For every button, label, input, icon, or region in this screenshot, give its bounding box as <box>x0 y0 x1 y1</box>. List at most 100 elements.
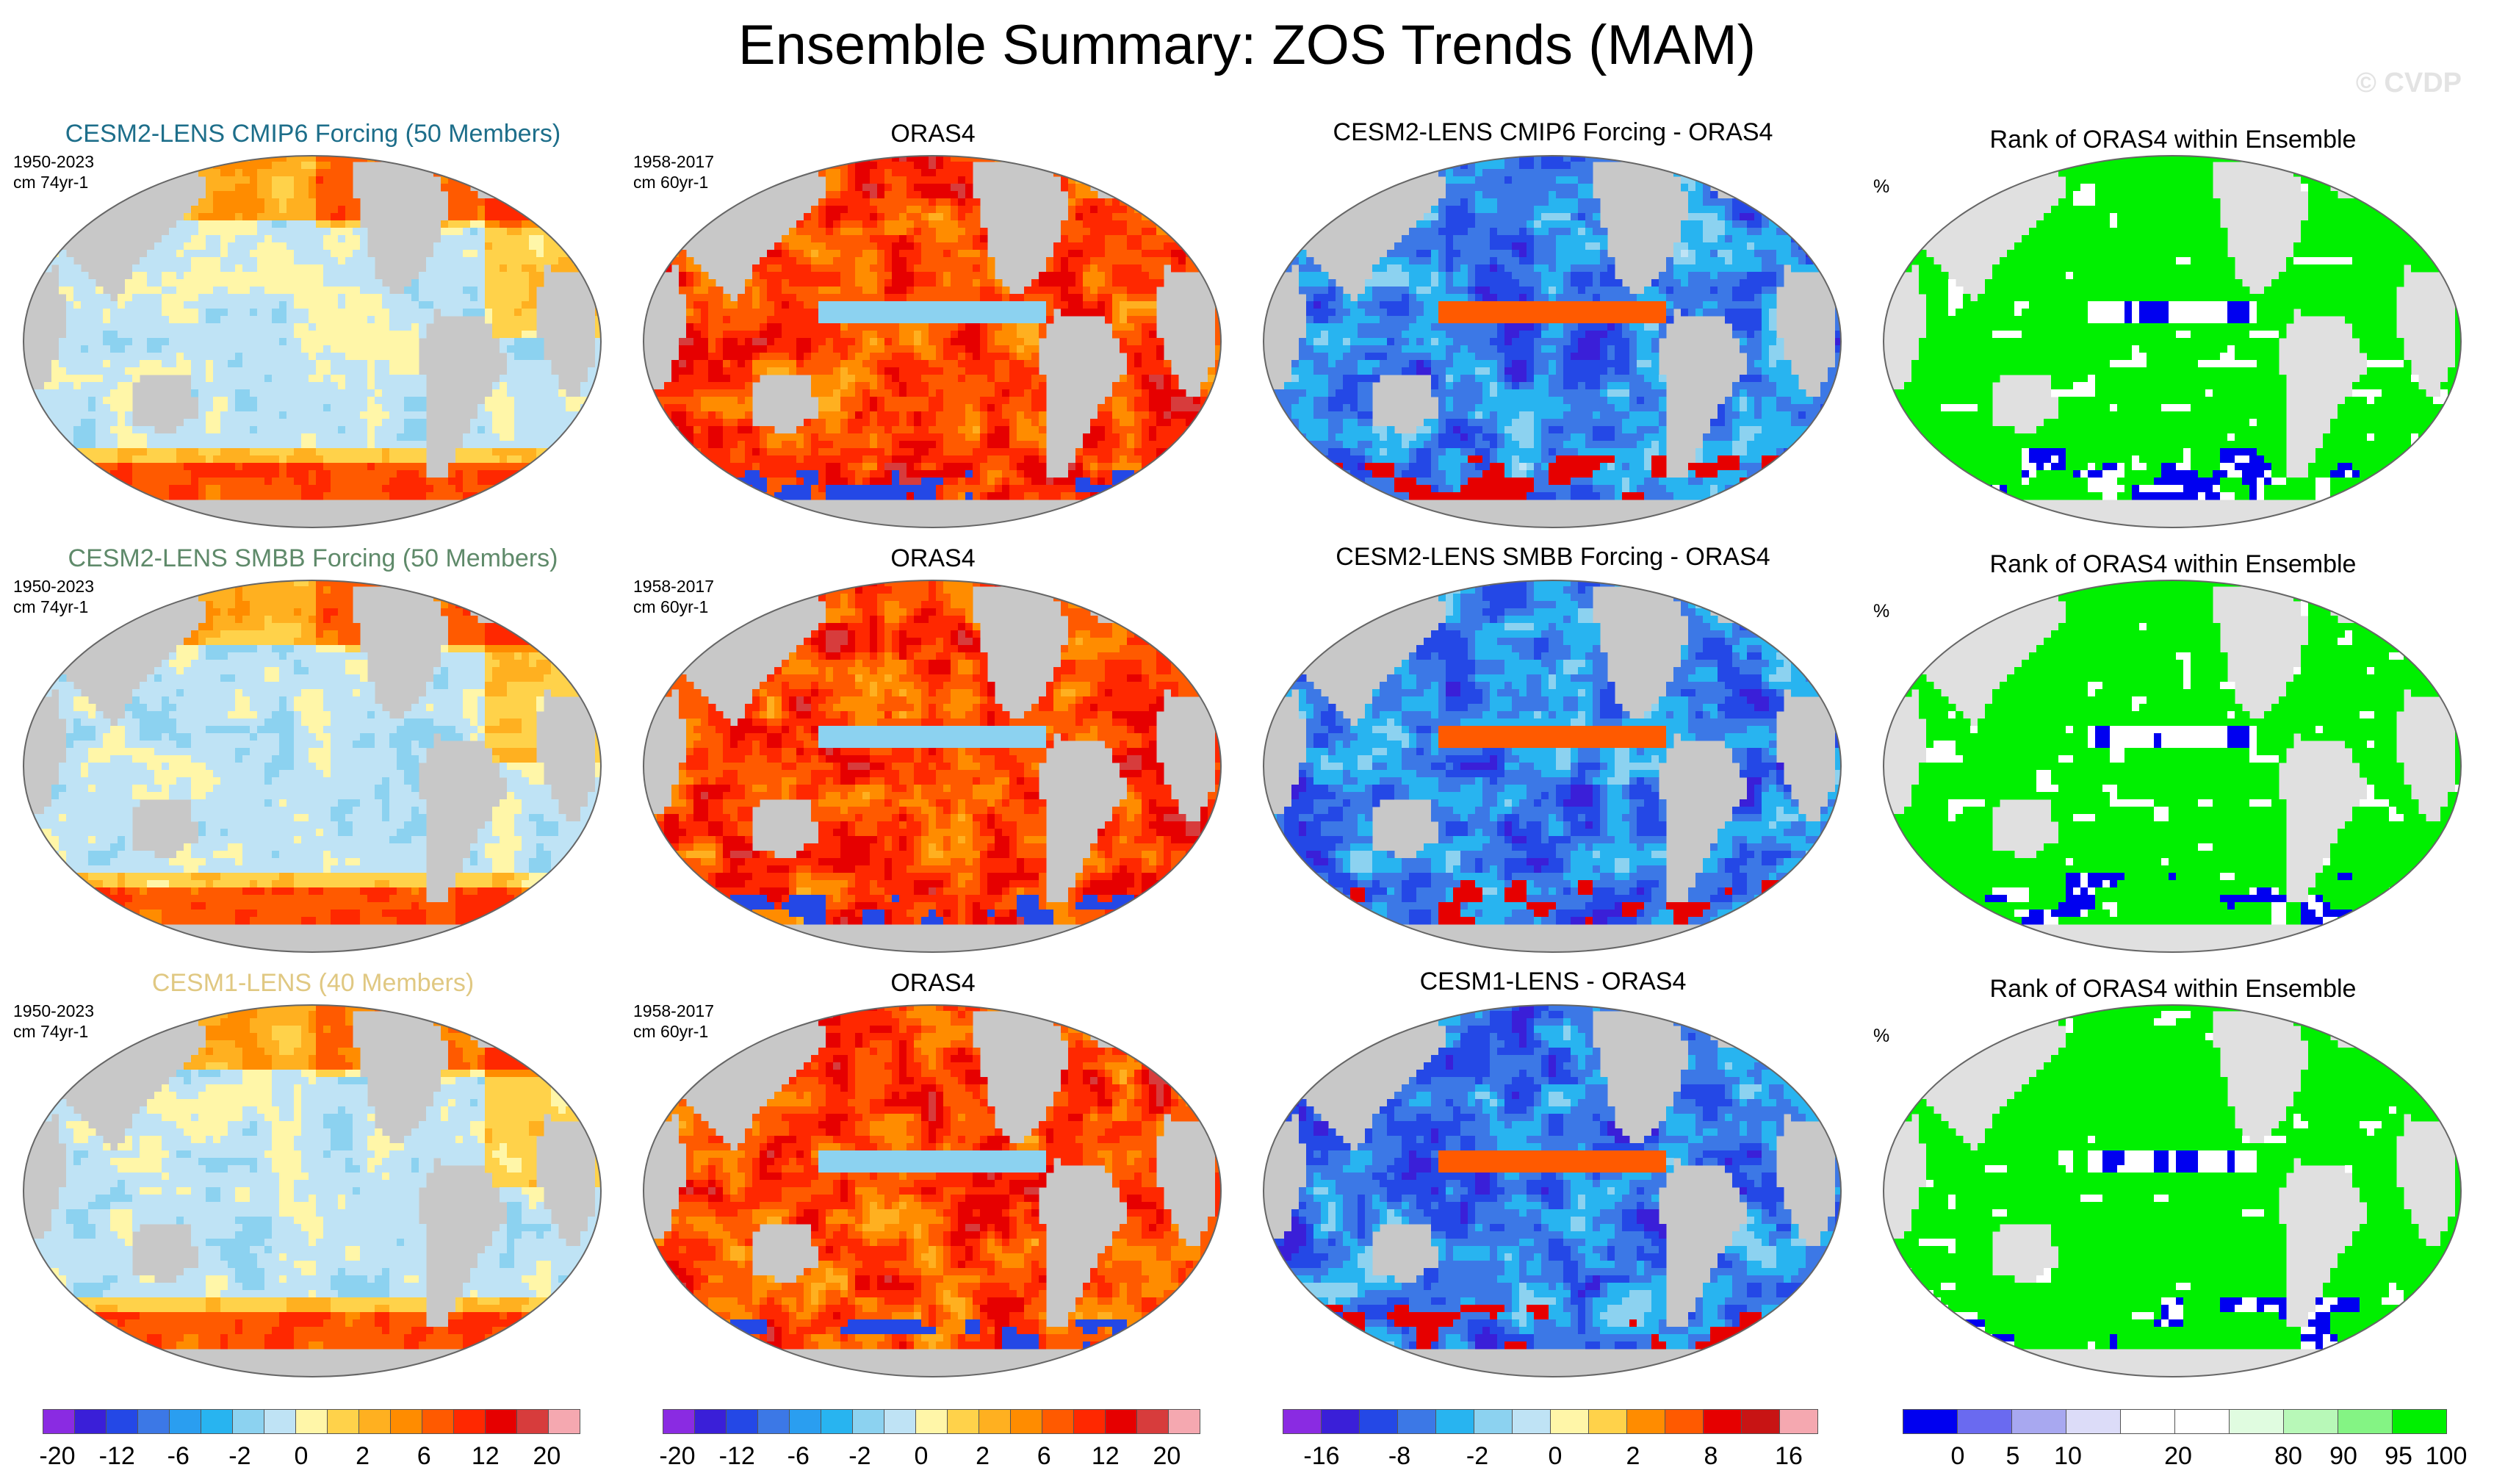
map-panel: CESM2-LENS CMIP6 Forcing - ORAS4 <box>1252 118 1854 544</box>
period-units-label: 1958-2017 cm 60yr-1 <box>633 1001 714 1042</box>
map-field <box>1884 580 2461 952</box>
robinson-map <box>643 1004 1222 1377</box>
map-panel: Rank of ORAS4 within Ensemble% <box>1872 967 2474 1393</box>
colorbar-swatch <box>453 1409 486 1434</box>
robinson-map <box>1883 580 2462 953</box>
panel-title: Rank of ORAS4 within Ensemble <box>1872 123 2474 156</box>
panel-title: Rank of ORAS4 within Ensemble <box>1872 548 2474 580</box>
units-label: cm 74yr-1 <box>13 597 94 617</box>
period-label: 1950-2023 <box>13 576 94 597</box>
colorbar-tick-label: -8 <box>1388 1441 1410 1471</box>
colorbar-tick-label: 100 <box>2426 1441 2468 1471</box>
colorbar-swatch <box>422 1409 454 1434</box>
colorbar-swatch <box>757 1409 790 1434</box>
colorbar-swatch <box>2392 1409 2447 1434</box>
map-field <box>24 156 601 527</box>
colorbar-swatch <box>1474 1409 1513 1434</box>
colorbar-swatch <box>169 1409 201 1434</box>
map-panel: CESM1-LENS (40 Members) 1950-2023 cm 74yr-… <box>12 967 614 1393</box>
map-outline <box>1883 155 2462 528</box>
colorbar-swatch <box>201 1409 233 1434</box>
colorbar-swatch <box>726 1409 758 1434</box>
colorbar-swatch <box>1903 1409 1958 1434</box>
colorbar-ens-mean: -20 -12 -6 -2 0 2 6 12 20 <box>39 1409 601 1475</box>
robinson-map <box>1883 155 2462 528</box>
map-field <box>24 580 601 952</box>
colorbar-swatch <box>947 1409 979 1434</box>
colorbar-swatch <box>1136 1409 1169 1434</box>
map-outline <box>643 155 1222 528</box>
colorbar-tick-label: 2 <box>356 1441 370 1471</box>
colorbar-swatch <box>2120 1409 2175 1434</box>
colorbar-swatch <box>232 1409 264 1434</box>
map-panel: ORAS4 1958-2017 cm 60yr-1 <box>632 118 1234 544</box>
map-field <box>1264 580 1841 952</box>
colorbar-tick-label: 12 <box>1092 1441 1120 1471</box>
colorbar-tick-label: -2 <box>1466 1441 1488 1471</box>
panel-title: CESM2-LENS SMBB Forcing (50 Members) <box>12 542 614 574</box>
period-units-label: 1950-2023 cm 74yr-1 <box>13 1001 94 1042</box>
colorbar-tick-label: -20 <box>659 1441 695 1471</box>
colorbar-swatch <box>915 1409 948 1434</box>
map-field <box>1264 1005 1841 1377</box>
map-outline <box>1883 1004 2462 1377</box>
map-panel: Rank of ORAS4 within Ensemble% <box>1872 542 2474 968</box>
colorbar-tick-label: 90 <box>2329 1441 2357 1471</box>
colorbar-tick-label: 95 <box>2385 1441 2412 1471</box>
colorbar-tick-label: 0 <box>1549 1441 1563 1471</box>
colorbar-swatch <box>516 1409 549 1434</box>
colorbar-swatch <box>1010 1409 1042 1434</box>
robinson-map <box>1263 1004 1842 1377</box>
period-units-label: 1958-2017 cm 60yr-1 <box>633 151 714 192</box>
units-label: cm 60yr-1 <box>633 597 714 617</box>
panel-title: Rank of ORAS4 within Ensemble <box>1872 973 2474 1005</box>
colorbar-tick-label: -6 <box>788 1441 810 1471</box>
colorbar-swatch <box>852 1409 884 1434</box>
colorbar-tick-label: 2 <box>1626 1441 1640 1471</box>
period-label: 1958-2017 <box>633 576 714 597</box>
colorbar-swatch <box>821 1409 853 1434</box>
map-field <box>24 1005 601 1377</box>
units-label: % <box>1873 601 1889 622</box>
period-label: 1958-2017 <box>633 151 714 172</box>
colorbar-swatch <box>2283 1409 2338 1434</box>
map-panel: ORAS4 1958-2017 cm 60yr-1 <box>632 967 1234 1393</box>
units-label: cm 60yr-1 <box>633 1021 714 1042</box>
robinson-map <box>1883 1004 2462 1377</box>
colorbar-tick-label: 0 <box>915 1441 929 1471</box>
colorbar-tick-label: -20 <box>39 1441 75 1471</box>
colorbar-swatch <box>2229 1409 2284 1434</box>
units-label: cm 74yr-1 <box>13 1021 94 1042</box>
colorbar-tick-label: 6 <box>1037 1441 1051 1471</box>
robinson-map <box>643 580 1222 953</box>
panel-title: CESM2-LENS CMIP6 Forcing (50 Members) <box>12 118 614 150</box>
colorbar-tick-label: 10 <box>2054 1441 2082 1471</box>
robinson-map <box>23 155 602 528</box>
map-field <box>644 1005 1221 1377</box>
colorbar-swatch <box>358 1409 391 1434</box>
colorbar-tick-label: 0 <box>1951 1441 1965 1471</box>
colorbar-swatch <box>1588 1409 1627 1434</box>
map-panel: CESM1-LENS - ORAS4 <box>1252 967 1854 1393</box>
panel-title: ORAS4 <box>632 542 1234 574</box>
map-outline <box>1263 1004 1842 1377</box>
colorbar-swatch <box>327 1409 359 1434</box>
colorbar-swatch <box>979 1409 1011 1434</box>
colorbar-swatches <box>663 1409 1200 1436</box>
colorbar-swatch <box>1042 1409 1074 1434</box>
colorbar-swatch <box>789 1409 821 1434</box>
colorbar-swatch <box>1626 1409 1665 1434</box>
colorbar-swatch <box>663 1409 695 1434</box>
map-panel: CESM2-LENS SMBB Forcing (50 Members) 1950… <box>12 542 614 968</box>
panel-title: ORAS4 <box>632 118 1234 150</box>
period-label: 1958-2017 <box>633 1001 714 1021</box>
period-units-label: 1950-2023 cm 74yr-1 <box>13 576 94 617</box>
colorbar-swatch <box>390 1409 422 1434</box>
panel-title: ORAS4 <box>632 967 1234 999</box>
period-units-label: 1958-2017 cm 60yr-1 <box>633 576 714 617</box>
units-label: cm 60yr-1 <box>633 172 714 192</box>
colorbar-swatch <box>74 1409 107 1434</box>
colorbar-swatch <box>1779 1409 1818 1434</box>
colorbar-swatch <box>137 1409 170 1434</box>
colorbar-tick-label: -2 <box>228 1441 251 1471</box>
